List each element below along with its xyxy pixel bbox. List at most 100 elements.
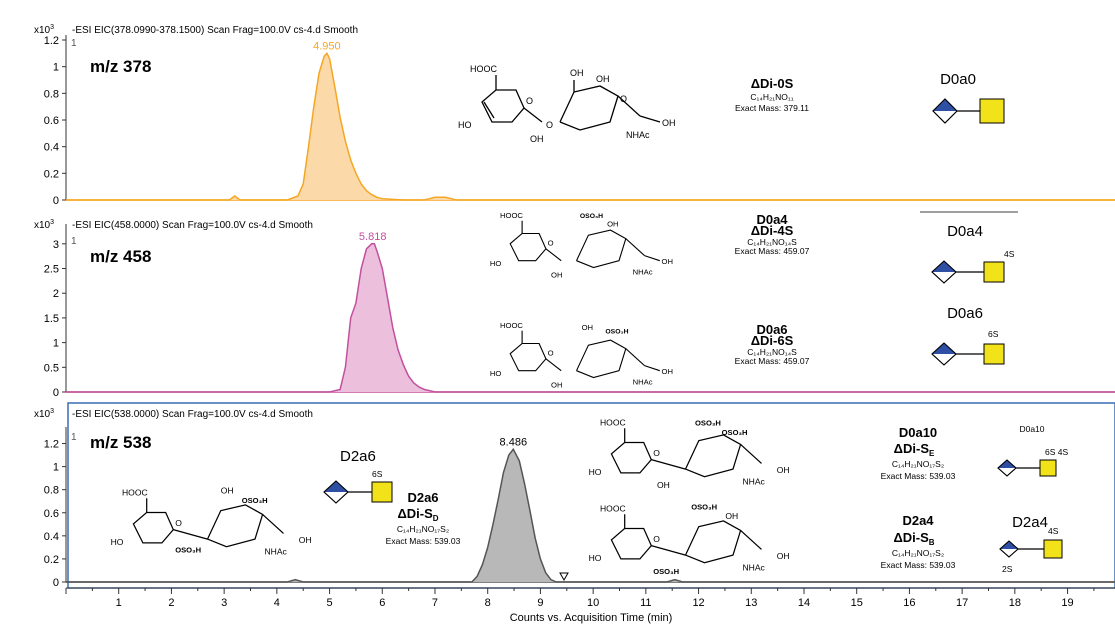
panel-2-glycan-a: D0a4 4S <box>931 223 1015 284</box>
chem-nhac: NHAc <box>743 562 766 572</box>
panel-3-scale-label: x103 <box>34 408 54 420</box>
y-tick-label: 0 <box>53 387 59 399</box>
y-tick-label: 0.8 <box>44 485 59 497</box>
chem-oh: OH <box>662 118 676 128</box>
panel-2-code-b: D0a6 <box>756 322 787 337</box>
panel-2: x103 -ESI EIC(458.0000) Scan Frag=100.0V… <box>34 211 1115 399</box>
chem-o: O <box>653 448 660 458</box>
panel-3-compound-b: D2a4 ΔDi-SB C₁₄H₂₁NO₁₇S₂ Exact Mass: 539… <box>881 513 956 570</box>
chem-oso3h: OSO₃H <box>695 418 721 427</box>
panel-3-structure-left: HOOC HO O OSO₃H OH OSO₃H NHAc OH <box>111 486 312 557</box>
chem-hooc: HOOC <box>600 503 626 513</box>
panel-1-peak-label: 4.950 <box>313 40 341 52</box>
panel-3-header: -ESI EIC(538.0000) Scan Frag=100.0V cs-4… <box>72 409 313 420</box>
chem-oh: OH <box>725 511 738 521</box>
panel-1-compound-info: ΔDi-0S C₁₄H₂₁NO₁₁ Exact Mass: 379.11 <box>735 76 809 113</box>
panel-3-formula-b: C₁₄H₂₁NO₁₇S₂ <box>892 548 944 558</box>
x-tick-label: 18 <box>1009 597 1021 609</box>
panel-3-glycan-left-sulfate: 6S <box>372 469 383 479</box>
panel-1-glycan-label: D0a0 <box>940 71 976 88</box>
y-tick-label: 0.2 <box>44 168 59 180</box>
panel-2-mass-b: Exact Mass: 459.07 <box>735 356 810 366</box>
y-tick-label: 1.5 <box>44 313 59 325</box>
panel-3-code-a: D0a10 <box>899 425 937 440</box>
panel-3-structure-a: HOOC HO O OH OSO₃H OSO₃H NHAc OH <box>589 417 790 490</box>
y-tick-label: 0 <box>53 195 59 207</box>
chem-oso3h: OSO₃H <box>691 503 717 512</box>
chem-oh: OH <box>657 480 670 490</box>
chem-oh: OH <box>777 465 790 475</box>
x-tick-label: 9 <box>537 597 543 609</box>
y-tick-label: 1 <box>53 338 59 350</box>
x-tick-label: 4 <box>274 597 280 609</box>
panel-3-name-b: ΔDi-SB <box>893 530 934 547</box>
chem-ho: HO <box>458 120 472 130</box>
x-axis: 1 2 3 4 5 6 7 8 9 10 11 12 13 14 15 16 17 18 19 <box>65 587 1115 609</box>
panel-3-code-b: D2a4 <box>902 513 934 528</box>
panel-3-glycan-a-label: D0a10 <box>1019 424 1044 434</box>
panel-2-glycan-b: D0a6 6S <box>931 305 1005 366</box>
chem-o: O <box>548 348 554 357</box>
panel-1-y-axis: 1.2 1 0.8 0.6 0.4 0.2 0 <box>44 35 1115 207</box>
chem-oso3h: OSO₃H <box>605 328 628 335</box>
trace-area <box>66 53 1115 200</box>
x-tick-label: 13 <box>745 597 757 609</box>
panel-3-structure-b: HOOC HO O OSO₃H OSO₃H OH NHAc OH <box>589 503 790 577</box>
chem-oso3h: OSO₃H <box>722 428 748 437</box>
y-tick-label: 1.2 <box>44 439 59 451</box>
panel-2-name-b: ΔDi-6S <box>751 333 794 348</box>
chem-oh: OH <box>662 257 673 266</box>
y-tick-label: 1 <box>53 62 59 74</box>
panel-3-formula-a: C₁₄H₂₁NO₁₇S₂ <box>892 459 944 469</box>
x-tick-label: 1 <box>116 597 122 609</box>
chem-oso3h: OSO₃H <box>653 567 679 576</box>
chem-oh: OH <box>570 68 584 78</box>
panel-2-compound-a: D0a4 ΔDi-4S C₁₄H₂₁NO₁₄S Exact Mass: 459.… <box>735 212 810 256</box>
chem-nhac: NHAc <box>265 546 288 556</box>
x-tick-label: 19 <box>1061 597 1073 609</box>
y-tick-label: 2 <box>53 288 59 300</box>
chem-oh: OH <box>221 486 234 496</box>
panel-1: x103 -ESI EIC(378.0990-378.1500) Scan Fr… <box>34 24 1115 207</box>
y-tick-label: 0.5 <box>44 362 59 374</box>
panel-3-mass-left: Exact Mass: 539.03 <box>386 536 461 546</box>
x-tick-label: 17 <box>956 597 968 609</box>
panel-3-glycan-a-sulfate: 6S 4S <box>1045 447 1068 457</box>
chem-ho: HO <box>490 259 502 268</box>
chem-ho: HO <box>589 553 602 563</box>
chem-oh: OH <box>607 220 618 229</box>
panel-2-glycan-b-label: D0a6 <box>947 305 983 322</box>
y-tick-label: 0.2 <box>44 554 59 566</box>
x-tick-label: 8 <box>485 597 491 609</box>
panel-3-glycan-left: D2a6 6S <box>323 448 393 504</box>
panel-2-glycan-a-sulfate: 4S <box>1004 249 1015 259</box>
panel-3-formula-left: C₁₄H₂₁NO₁₇S₂ <box>397 524 449 534</box>
panel-3-glycan-left-label: D2a6 <box>340 448 376 465</box>
y-tick-label: 0.6 <box>44 115 59 127</box>
panel-3-compound-a: D0a10 ΔDi-SE C₁₄H₂₁NO₁₇S₂ Exact Mass: 53… <box>881 425 956 481</box>
x-tick-label: 16 <box>903 597 915 609</box>
chem-ho: HO <box>111 537 124 547</box>
x-tick-label: 7 <box>432 597 438 609</box>
panel-3-glycan-b-sulfate-2: 2S <box>1002 564 1013 574</box>
panel-2-header: -ESI EIC(458.0000) Scan Frag=100.0V cs-4… <box>72 220 313 231</box>
panel-3-glycan-b-sulfate: 4S <box>1048 526 1059 536</box>
y-tick-label: 0.8 <box>44 88 59 100</box>
panel-1-scale-label: x103 <box>34 24 54 36</box>
y-tick-label: 0.4 <box>44 531 59 543</box>
chem-nhac: NHAc <box>633 267 653 276</box>
panel-2-ion-label: m/z 458 <box>90 247 151 266</box>
chem-hooc: HOOC <box>500 211 523 220</box>
y-tick-label: 0 <box>53 577 59 589</box>
x-tick-label: 10 <box>587 597 599 609</box>
x-axis-label: Counts vs. Acquisition Time (min) <box>510 612 673 624</box>
panel-2-structure-a: HOOC HO O OH OSO₃H OH NHAc OH <box>490 211 673 280</box>
panel-3-code-left: D2a6 <box>407 490 438 505</box>
chem-oh: OH <box>596 74 610 84</box>
chem-hooc: HOOC <box>122 487 148 497</box>
panel-2-trace <box>66 243 1115 393</box>
panel-1-structure: HOOC HO O OH O OH OH O NHAc OH <box>458 64 676 144</box>
panel-3-glycan-a: D0a10 6S 4S <box>997 424 1068 477</box>
panel-1-formula: C₁₄H₂₁NO₁₁ <box>750 92 793 102</box>
